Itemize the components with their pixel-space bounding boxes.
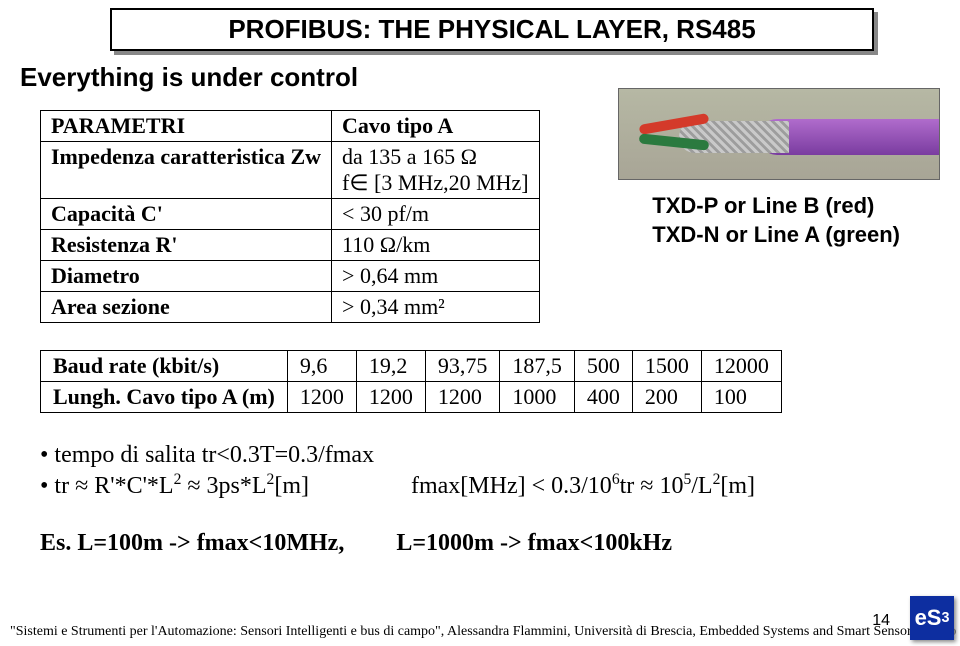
length-cell: 400 <box>574 382 632 413</box>
length-cell: 1200 <box>287 382 356 413</box>
param-value: > 0,34 mm² <box>332 292 540 323</box>
txd-n-label: TXD-N or Line A (green) <box>652 221 900 250</box>
param-value: da 135 a 165 Ω f∈ [3 MHz,20 MHz] <box>332 142 540 199</box>
param-label: Capacità C' <box>41 199 332 230</box>
subtitle: Everything is under control <box>20 62 358 93</box>
sup-2: 2 <box>174 471 182 488</box>
sup-6: 6 <box>612 471 620 488</box>
length-cell: 100 <box>701 382 781 413</box>
formula-right-c: /L <box>691 473 712 499</box>
baud-cell: 1500 <box>632 351 701 382</box>
param-value: < 30 pf/m <box>332 199 540 230</box>
es3-logo: eS3 <box>910 596 954 640</box>
formula-unit: [m] <box>274 473 309 499</box>
formula-right-a: fmax[MHz] < 0.3/10 <box>411 473 612 499</box>
param-label: Resistenza R' <box>41 230 332 261</box>
baud-cell: 187,5 <box>500 351 575 382</box>
example-suffix: L=1000m -> fmax<100kHz <box>396 530 672 556</box>
title-box: PROFIBUS: THE PHYSICAL LAYER, RS485 <box>110 8 874 51</box>
table-row: Capacità C' < 30 pf/m <box>41 199 540 230</box>
param-value: 110 Ω/km <box>332 230 540 261</box>
formula-right-d: [m] <box>720 473 755 499</box>
formula-mid: ≈ 3ps*L <box>187 473 266 499</box>
baud-rate-table: Baud rate (kbit/s) 9,6 19,2 93,75 187,5 … <box>40 350 782 413</box>
table-row: Diametro > 0,64 mm <box>41 261 540 292</box>
baud-cell: 12000 <box>701 351 781 382</box>
table-row: PARAMETRI Cavo tipo A <box>41 111 540 142</box>
length-cell: 1200 <box>356 382 425 413</box>
table-row: Lungh. Cavo tipo A (m) 1200 1200 1200 10… <box>41 382 782 413</box>
param-label: Area sezione <box>41 292 332 323</box>
table-row: Baud rate (kbit/s) 9,6 19,2 93,75 187,5 … <box>41 351 782 382</box>
formula-right-b: tr ≈ 10 <box>620 473 684 499</box>
length-header: Lungh. Cavo tipo A (m) <box>41 382 288 413</box>
txd-p-label: TXD-P or Line B (red) <box>652 192 900 221</box>
bullet-dot-icon <box>40 473 54 499</box>
param-label: Impedenza caratteristica Zw <box>41 142 332 199</box>
baud-cell: 93,75 <box>425 351 500 382</box>
param-value: > 0,64 mm <box>332 261 540 292</box>
formula-bullets: tempo di salita tr<0.3T=0.3/fmax tr ≈ R'… <box>40 440 755 502</box>
param-value-b: f∈ [3 MHz,20 MHz] <box>342 170 529 195</box>
line-labels: TXD-P or Line B (red) TXD-N or Line A (g… <box>652 192 900 249</box>
param-label: Diametro <box>41 261 332 292</box>
baud-cell: 19,2 <box>356 351 425 382</box>
table-row: Resistenza R' 110 Ω/km <box>41 230 540 261</box>
example-prefix: Es. L=100m -> fmax<10MHz, <box>40 530 344 556</box>
example-line: Es. L=100m -> fmax<10MHz, L=1000m -> fma… <box>40 530 672 557</box>
param-value-a: da 135 a 165 Ω <box>342 144 477 169</box>
bullet-1: tempo di salita tr<0.3T=0.3/fmax <box>40 442 755 469</box>
length-cell: 1000 <box>500 382 575 413</box>
page-title: PROFIBUS: THE PHYSICAL LAYER, RS485 <box>228 14 755 44</box>
length-cell: 200 <box>632 382 701 413</box>
logo-text: eS <box>915 605 942 631</box>
baud-cell: 500 <box>574 351 632 382</box>
table-row: Area sezione > 0,34 mm² <box>41 292 540 323</box>
param-header-1: PARAMETRI <box>41 111 332 142</box>
table-row: Impedenza caratteristica Zw da 135 a 165… <box>41 142 540 199</box>
baud-cell: 9,6 <box>287 351 356 382</box>
formula-left: tr ≈ R'*C'*L <box>54 473 173 499</box>
param-header-2: Cavo tipo A <box>332 111 540 142</box>
footer-citation: "Sistemi e Strumenti per l'Automazione: … <box>10 624 956 640</box>
logo-sup: 3 <box>941 610 949 626</box>
page-number: 14 <box>872 612 890 630</box>
bullet-2: tr ≈ R'*C'*L2 ≈ 3ps*L2[m] fmax[MHz] < 0.… <box>40 471 755 500</box>
parameter-table: PARAMETRI Cavo tipo A Impedenza caratter… <box>40 110 540 323</box>
cable-photo <box>618 88 940 180</box>
length-cell: 1200 <box>425 382 500 413</box>
baud-header: Baud rate (kbit/s) <box>41 351 288 382</box>
